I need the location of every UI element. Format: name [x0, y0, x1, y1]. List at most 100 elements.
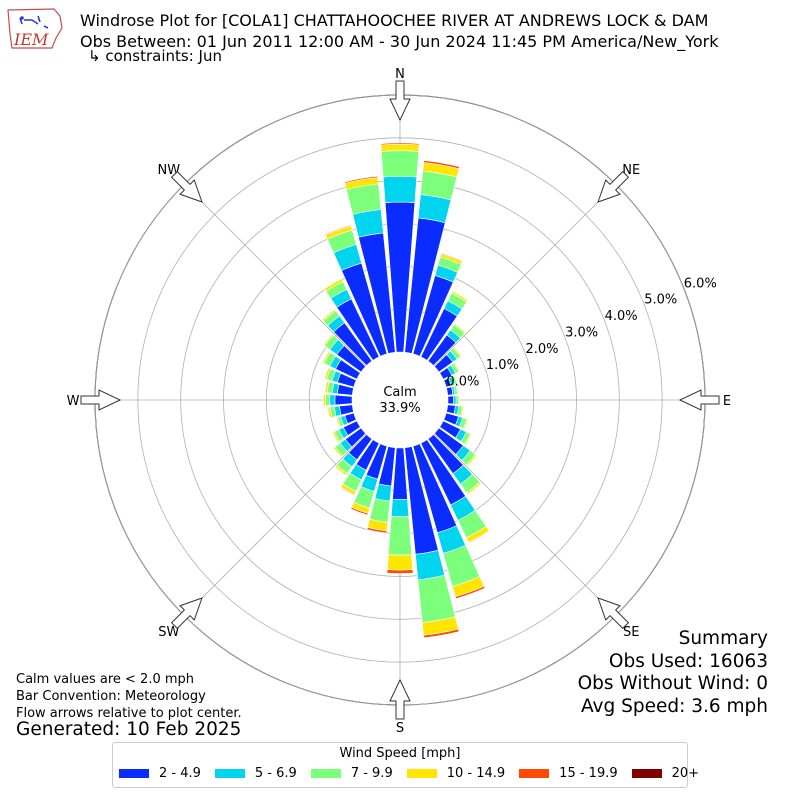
direction-label-n: N — [395, 67, 405, 82]
iem-logo-icon: IEM — [7, 8, 63, 49]
constraint-text: ↳ constraints: Jun — [88, 47, 222, 65]
bar-segment-200-bin-4 — [350, 506, 369, 516]
legend-item: 7 - 9.9 — [310, 766, 393, 781]
bar-segment-230-bin-3 — [333, 446, 344, 458]
bar-segment-260-bin-3 — [327, 406, 333, 419]
grid-spoke — [399, 399, 616, 616]
summary-obs-used: Obs Used: 16063 — [608, 650, 768, 672]
bar-segment-300-bin-3 — [321, 351, 331, 364]
bar-segment-40-bin-3 — [453, 323, 467, 334]
bar-segment-270-bin-2 — [325, 394, 331, 406]
legend: Wind Speed [mph] 2 - 4.9 5 - 6.9 7 - 9.9 10… — [112, 742, 699, 788]
bar-segment-220-bin-3 — [334, 464, 348, 476]
calm-value: 33.9% — [379, 401, 420, 416]
bar-segment-180-bin-3 — [386, 554, 414, 571]
summary-obs-without-wind: Obs Without Wind: 0 — [577, 673, 768, 694]
bar-segment-340-bin-4 — [324, 224, 352, 236]
bar-segment-280-bin-3 — [324, 381, 330, 394]
summary-heading: Summary — [678, 628, 768, 649]
legend-swatch — [406, 769, 437, 778]
calm-circle — [352, 352, 448, 448]
legend-label: 10 - 14.9 — [446, 766, 506, 781]
notes-block: Calm values are < 2.0 mph Bar Convention… — [16, 671, 242, 722]
grid-spoke — [184, 184, 401, 401]
grid-spoke — [399, 184, 616, 401]
logo-text: IEM — [13, 30, 49, 49]
chart-subtitle: Obs Between: 01 Jun 2011 12:00 AM - 30 J… — [80, 32, 719, 51]
radial-tick-label: 5.0% — [644, 293, 677, 308]
flow-arrow-e-icon — [678, 389, 720, 411]
bar-segment-320-bin-3 — [321, 308, 337, 322]
bar-segment-180-bin-1 — [390, 498, 410, 517]
legend-swatch — [214, 769, 245, 778]
flow-arrow-n-icon — [389, 80, 411, 122]
radial-tick-label: 0.0% — [446, 375, 479, 390]
bar-segment-250-bin-3 — [335, 417, 342, 428]
bar-segment-350-bin-4 — [344, 175, 379, 184]
legend-swatch — [119, 769, 149, 778]
summary-avg-speed: Avg Speed: 3.6 mph — [580, 695, 768, 717]
bar-segment-190-bin-4 — [366, 527, 388, 534]
calm-label: Calm — [383, 385, 416, 400]
calm-center: Calm 33.9% — [352, 352, 448, 448]
bar-segment-180-bin-2 — [388, 515, 412, 556]
summary-panel: Summary Obs Used: 16063 Obs Without Wind… — [578, 628, 768, 718]
bar-segment-20-bin-4 — [440, 252, 464, 263]
legend-items: 2 - 4.9 5 - 6.9 7 - 9.9 10 - 14.9 15 - 19.9 2… — [119, 766, 713, 781]
direction-label-s: S — [396, 721, 404, 736]
bar-segment-120-bin-3 — [464, 433, 472, 446]
legend-swatch — [310, 769, 341, 778]
iem-logo: IEM — [4, 4, 68, 52]
direction-label-se: SE — [623, 625, 639, 640]
direction-label-e: E — [723, 394, 731, 409]
bar-segment-110-bin-3 — [462, 418, 469, 430]
bar-segment-0-bin-1 — [382, 176, 418, 203]
radial-tick-label: 6.0% — [684, 276, 717, 291]
bar-segment-330-bin-4 — [323, 277, 343, 290]
bar-segment-240-bin-3 — [332, 431, 340, 443]
radial-tick-label: 2.0% — [525, 342, 558, 357]
radial-tick-label: 4.0% — [605, 309, 638, 324]
bar-segment-100-bin-3 — [460, 405, 464, 417]
generated-date: Generated: 10 Feb 2025 — [16, 719, 242, 740]
bar-segment-170-bin-2 — [417, 574, 456, 623]
bar-segment-150-bin-5 — [468, 530, 491, 545]
legend-label: 20+ — [671, 766, 700, 781]
bar-segment-80-bin-3 — [455, 385, 459, 395]
legend-label: 5 - 6.9 — [254, 766, 297, 781]
legend-label: 2 - 4.9 — [159, 766, 201, 781]
bar-segment-10-bin-5 — [423, 159, 460, 168]
bar-segment-310-bin-3 — [323, 333, 334, 347]
bar-segment-180-bin-0 — [392, 447, 408, 500]
bar-segment-130-bin-4 — [467, 454, 478, 467]
bar-segment-60-bin-3 — [453, 362, 461, 373]
flow-arrow-sw-icon — [170, 597, 203, 630]
bar-segment-190-bin-1 — [374, 483, 392, 502]
flow-arrow-ne-icon — [597, 170, 630, 203]
flow-arrow-w-icon — [80, 389, 122, 411]
bar-segment-90-bin-3 — [458, 395, 460, 405]
bar-segment-0-bin-4 — [380, 142, 420, 146]
radial-tick-label: 3.0% — [565, 325, 598, 340]
bar-segment-50-bin-3 — [452, 346, 463, 357]
legend-label: 7 - 9.9 — [350, 766, 393, 781]
bar-segment-90-bin-2 — [455, 395, 460, 405]
bar-segment-190-bin-2 — [369, 498, 391, 523]
bar-segment-270-bin-0 — [334, 394, 353, 406]
bar-segment-170-bin-1 — [415, 549, 446, 581]
radial-tick-label: 1.0% — [486, 358, 519, 373]
chart-title: Windrose Plot for [COLA1] CHATTAHOOCHEE … — [80, 11, 709, 30]
legend-item: 2 - 4.9 — [119, 766, 201, 781]
flow-arrows-note: Flow arrows relative to plot center. — [16, 706, 242, 721]
grid-spoke — [184, 399, 401, 616]
bar-segment-160-bin-5 — [455, 587, 486, 600]
flow-arrows — [80, 80, 720, 720]
flow-arrow-nw-icon — [170, 170, 203, 203]
bar-segment-170-bin-5 — [423, 631, 460, 639]
calm-note: Calm values are < 2.0 mph — [16, 672, 195, 687]
bar-segment-140-bin-4 — [467, 482, 483, 496]
legend-title: Wind Speed [mph] — [339, 746, 461, 761]
bar-segment-290-bin-3 — [324, 367, 331, 380]
